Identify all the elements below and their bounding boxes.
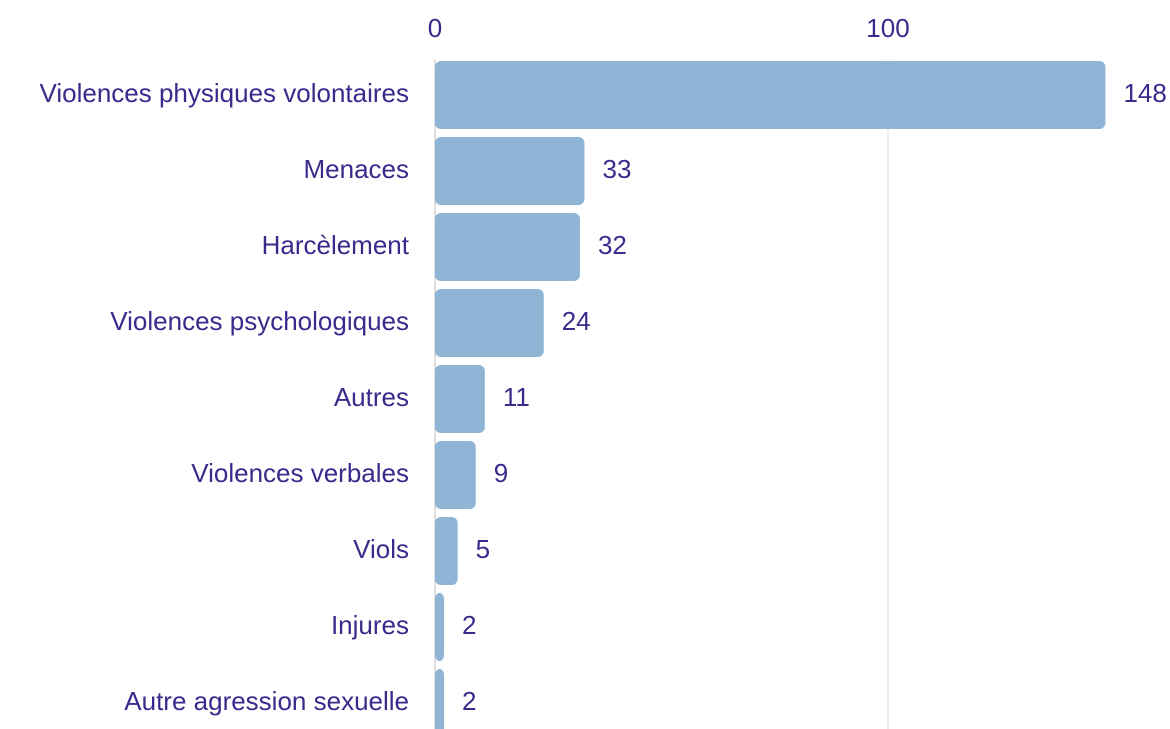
value-label: 2 (462, 686, 476, 716)
bar (435, 365, 485, 433)
y-tick-label: Autre agression sexuelle (124, 686, 409, 716)
x-tick-label: 100 (866, 13, 909, 43)
bar (435, 669, 445, 729)
y-tick-label: Injures (331, 610, 409, 640)
bar (435, 441, 476, 509)
bar (435, 213, 580, 281)
y-tick-label: Violences verbales (191, 458, 409, 488)
value-label: 11 (503, 382, 530, 412)
y-tick-label: Violences physiques volontaires (39, 78, 409, 108)
y-tick-label: Autres (334, 382, 409, 412)
value-label: 2 (462, 610, 476, 640)
y-tick-label: Menaces (304, 154, 410, 184)
value-label: 24 (562, 306, 591, 336)
value-label: 148 (1123, 78, 1166, 108)
value-label: 5 (476, 534, 490, 564)
bar (435, 289, 544, 357)
y-tick-label: Harcèlement (262, 230, 410, 260)
bar (435, 137, 585, 205)
y-tick-label: Viols (353, 534, 409, 564)
value-label: 32 (598, 230, 627, 260)
x-tick-label: 0 (428, 13, 442, 43)
value-label: 33 (602, 154, 631, 184)
y-tick-label: Violences psychologiques (110, 306, 409, 336)
value-label: 9 (494, 458, 508, 488)
bar (435, 593, 445, 661)
bar (435, 61, 1106, 129)
bar (435, 517, 458, 585)
